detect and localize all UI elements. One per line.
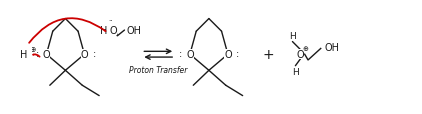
Text: H: H [292,67,299,76]
Text: OH: OH [127,26,142,36]
Text: OH: OH [324,43,339,53]
Text: ⊕: ⊕ [302,46,308,52]
Text: H: H [289,32,296,41]
Text: O: O [224,50,232,60]
Text: O: O [297,50,304,60]
FancyArrowPatch shape [29,19,106,43]
FancyArrowPatch shape [33,55,40,57]
Text: :: : [93,49,97,58]
Text: Proton Transfer: Proton Transfer [129,65,187,74]
Text: ⊕: ⊕ [29,45,35,53]
Text: ··: ·· [109,18,113,23]
Text: O: O [110,26,117,36]
Text: H: H [100,26,108,36]
Text: :: : [35,49,39,58]
Text: O: O [81,50,88,60]
Text: H: H [19,50,27,60]
Text: :: : [179,49,182,58]
Text: O: O [43,50,50,60]
Text: +: + [262,48,274,62]
Text: :: : [235,49,239,58]
Text: O: O [186,50,194,60]
